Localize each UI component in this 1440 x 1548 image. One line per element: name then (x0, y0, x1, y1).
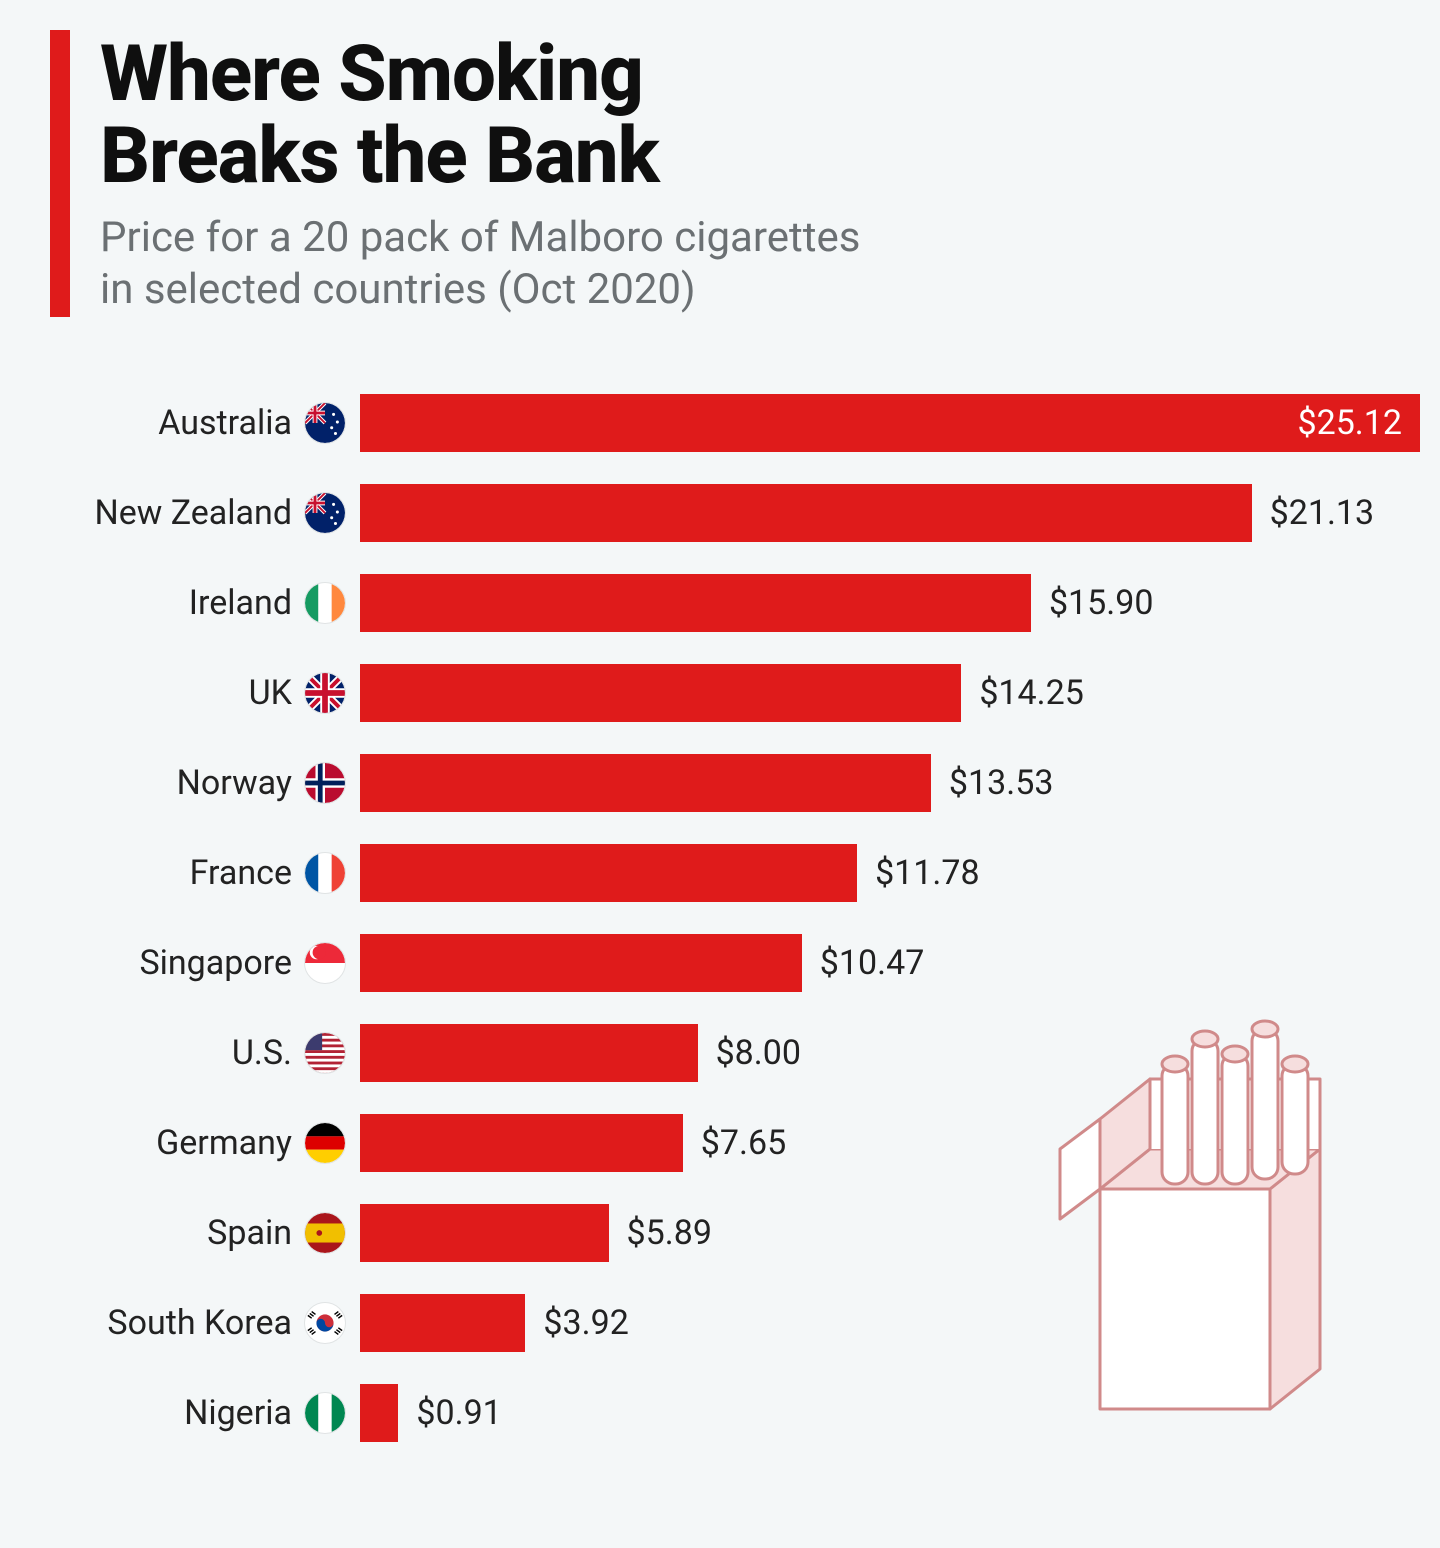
kr-flag-icon (304, 1302, 346, 1344)
bar (360, 754, 931, 812)
au-flag-icon (304, 402, 346, 444)
country-label: Australia (158, 403, 292, 443)
label-column: U.S. (60, 1032, 360, 1074)
label-column: Norway (60, 762, 360, 804)
bar (360, 1384, 398, 1442)
bar-wrap: $11.78 (360, 844, 1390, 902)
value-label: $3.92 (543, 1303, 628, 1343)
chart-row: Australia $25.12 (60, 387, 1390, 459)
country-label: Germany (156, 1123, 292, 1163)
bar-chart: Australia $25.12 New Zealand $21.13 Irelan… (50, 387, 1390, 1449)
bar (360, 844, 857, 902)
bar-wrap: $13.53 (360, 754, 1390, 812)
value-label: $14.25 (979, 673, 1084, 713)
value-label: $7.65 (701, 1123, 786, 1163)
label-column: Germany (60, 1122, 360, 1164)
bar (360, 1114, 683, 1172)
page-subtitle: Price for a 20 pack of Malboro cigarette… (100, 212, 860, 317)
nz-flag-icon (304, 492, 346, 534)
bar-wrap: $15.90 (360, 574, 1390, 632)
chart-row: France $11.78 (60, 837, 1390, 909)
de-flag-icon (304, 1122, 346, 1164)
chart-row: Norway $13.53 (60, 747, 1390, 819)
country-label: France (190, 853, 292, 893)
bar (360, 934, 802, 992)
country-label: UK (249, 673, 292, 713)
chart-row: New Zealand $21.13 (60, 477, 1390, 549)
country-label: South Korea (107, 1303, 292, 1343)
subtitle-line2: in selected countries (Oct 2020) (100, 265, 696, 314)
value-label: $15.90 (1049, 583, 1154, 623)
value-label: $25.12 (1297, 403, 1402, 443)
bar: $25.12 (360, 394, 1420, 452)
country-label: Singapore (139, 943, 292, 983)
title-block: Where Smoking Breaks the Bank Price for … (100, 30, 860, 317)
label-column: Nigeria (60, 1392, 360, 1434)
es-flag-icon (304, 1212, 346, 1254)
us-flag-icon (304, 1032, 346, 1074)
country-label: New Zealand (94, 493, 292, 533)
bar (360, 1024, 698, 1082)
chart-row: Singapore $10.47 (60, 927, 1390, 999)
header: Where Smoking Breaks the Bank Price for … (50, 30, 1390, 317)
value-label: $0.91 (416, 1393, 501, 1433)
country-label: Ireland (189, 583, 292, 623)
value-label: $5.89 (627, 1213, 712, 1253)
bar (360, 664, 961, 722)
no-flag-icon (304, 762, 346, 804)
label-column: South Korea (60, 1302, 360, 1344)
uk-flag-icon (304, 672, 346, 714)
label-column: New Zealand (60, 492, 360, 534)
country-label: Spain (207, 1213, 292, 1253)
title-line2: Breaks the Bank (100, 111, 659, 202)
bar-wrap: $14.25 (360, 664, 1390, 722)
cigarette-pack-icon (1030, 1009, 1350, 1429)
country-label: U.S. (232, 1033, 292, 1073)
bar (360, 1294, 525, 1352)
label-column: Spain (60, 1212, 360, 1254)
chart-row: Ireland $15.90 (60, 567, 1390, 639)
fr-flag-icon (304, 852, 346, 894)
label-column: Ireland (60, 582, 360, 624)
bar (360, 484, 1252, 542)
label-column: Singapore (60, 942, 360, 984)
subtitle-line1: Price for a 20 pack of Malboro cigarette… (100, 213, 860, 262)
bar (360, 574, 1031, 632)
ie-flag-icon (304, 582, 346, 624)
label-column: France (60, 852, 360, 894)
value-label: $21.13 (1270, 493, 1375, 533)
value-label: $10.47 (820, 943, 925, 983)
page-title: Where Smoking Breaks the Bank (100, 34, 860, 198)
accent-bar (50, 30, 70, 317)
title-line1: Where Smoking (100, 29, 643, 120)
value-label: $11.78 (875, 853, 980, 893)
country-label: Nigeria (184, 1393, 292, 1433)
value-label: $8.00 (716, 1033, 801, 1073)
country-label: Norway (177, 763, 292, 803)
bar-wrap: $25.12 (360, 394, 1420, 452)
label-column: Australia (60, 402, 360, 444)
sg-flag-icon (304, 942, 346, 984)
chart-row: UK $14.25 (60, 657, 1390, 729)
value-label: $13.53 (949, 763, 1054, 803)
bar-wrap: $21.13 (360, 484, 1390, 542)
bar-wrap: $10.47 (360, 934, 1390, 992)
label-column: UK (60, 672, 360, 714)
ng-flag-icon (304, 1392, 346, 1434)
bar (360, 1204, 609, 1262)
